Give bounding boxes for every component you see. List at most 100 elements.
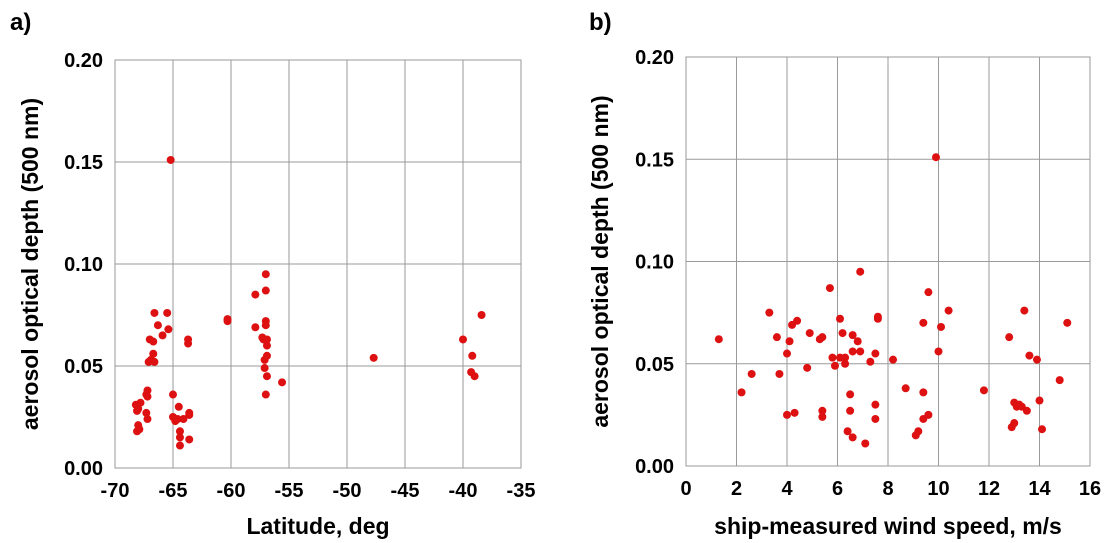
panel-a-data-point [149,337,158,346]
panel-a-data-point [153,321,162,330]
panel-b-x-tick-label: 2 [731,478,742,500]
panel-b-data-point [937,322,946,331]
panel-a-data-point [251,323,260,332]
panel-b-data-point [818,406,827,415]
panel-a-data-point [179,415,188,424]
panel-b-x-tick-label: 10 [927,478,949,500]
panel-a: a) -70 -65 -60 -55 -50 -45 -40 -35 0.00 0.05 0.10 0… [10,9,535,539]
panel-a-data-point [262,351,271,360]
panel-b-x-axis-label: ship-measured wind speed, m/s [714,513,1062,539]
panel-b-data-point [1038,425,1047,434]
panel-b-data-point [818,333,827,342]
panel-a-x-tick-label: -50 [333,480,362,502]
panel-a-data-point [175,441,184,450]
panel-a-data-point [175,427,184,436]
panel-b-data-point [856,267,865,276]
panel-b-data-point [919,388,928,397]
panel-a-data-point [134,404,143,413]
panel-b-data-point [841,353,850,362]
panel-a-data-point [261,286,270,295]
panel-b-data-point [873,314,882,323]
panel-a-data-point [173,415,182,424]
panel-b-data-point [836,314,845,323]
panel-b-data-point [846,390,855,399]
panel-a-x-tick-label: -45 [391,480,420,502]
panel-a-x-axis-label: Latitude, deg [246,513,389,539]
panel-a-y-tick-label: 0.00 [64,458,103,480]
panel-b-data-point [783,410,791,419]
panel-b-data-point [848,433,857,442]
panel-b-data-point [843,427,852,436]
panel-b-data-point [1005,333,1014,342]
panel-a-x-tick-label: -70 [101,480,130,502]
panel-a-data-point [369,353,378,362]
panel-a-data-point [150,357,159,366]
panel-a-data-point [135,425,144,434]
panel-a-plot-frame [114,59,522,469]
panel-a-data-point [262,335,271,344]
panel-b-data-point [848,331,857,340]
panel-a-data-point [278,378,287,387]
panel-b-data-point [772,333,781,342]
panel-b-data-point [1025,351,1034,360]
panel-a-data-point [185,410,194,419]
panel-a-y-axis-label: aerosol optical depth (500 nm) [17,98,43,430]
panel-b-x-tick-label: 6 [832,478,843,500]
panel-b-data-point [889,355,898,364]
panel-b-data-point [1010,419,1019,428]
panel-a-data-point [262,372,271,381]
panel-b-data-point [934,347,943,356]
panel-a-data-point [143,415,152,424]
panel-b-data-point [790,408,799,417]
panel-b-data-point [931,153,940,162]
panel-b-x-tick-label: 14 [1028,478,1051,500]
panel-b-x-tick-label: 4 [781,478,793,500]
panel-a-data-point [262,341,271,350]
panel-b-data-point [737,388,746,397]
panel-b-data-point [841,359,850,368]
panel-a-data-point [185,435,194,444]
panel-b-data-point [747,369,756,378]
panel-b-data-point [785,337,794,346]
panel-b-data-point [1022,406,1031,415]
panel-b-data-point [919,318,928,327]
panel-b-data-point [1063,318,1072,327]
panel-b-data-point [783,349,791,358]
panel-b-data-point [825,284,834,293]
panel-a-y-tick-label: 0.05 [64,356,103,378]
panel-a-x-tick-label: -35 [507,480,536,502]
panel-b-data-point [828,353,837,362]
panel-b-data-point [838,329,847,338]
panel-b-data-point [1032,355,1041,364]
panel-b-x-tick-label: 16 [1079,478,1101,500]
panel-a-data-point [470,372,479,381]
panel-b-data-point [979,386,988,395]
panel-b-data-point [714,335,723,344]
panel-b-data-point [848,347,857,356]
panel-a-data-point [166,155,175,164]
panel-a-data-point [261,270,270,279]
panel-b-data-point [1020,306,1029,315]
panel-b-data-point [924,288,933,297]
panel-b-plot-frame [685,56,1091,467]
panel-a-y-tick-label: 0.15 [64,152,103,174]
panel-b-data-point [914,427,923,436]
panel-b: b) 0 2 4 6 8 10 12 14 16 0.00 0.05 0.10 0.15 0.20 shi… [587,9,1101,539]
panel-b-data-point [830,361,839,370]
panel-a-data-point [136,398,145,407]
panel-a-x-tick-label: -55 [275,480,304,502]
panel-b-data-point [803,363,812,372]
panel-a-data-point [143,392,152,401]
panel-b-data-point [1035,396,1044,405]
panel-b-y-tick-label: 0.00 [635,456,674,478]
panel-a-data-point [223,317,232,326]
panel-b-data-point [866,357,875,366]
panel-a-label: a) [10,9,31,36]
panel-b-data-point [861,439,870,448]
panel-a-data-point [163,308,172,317]
panel-b-y-tick-label: 0.20 [635,47,674,69]
panel-b-y-tick-label: 0.10 [635,252,674,274]
panel-a-data-point [260,364,269,373]
panel-b-data-point [871,414,880,423]
